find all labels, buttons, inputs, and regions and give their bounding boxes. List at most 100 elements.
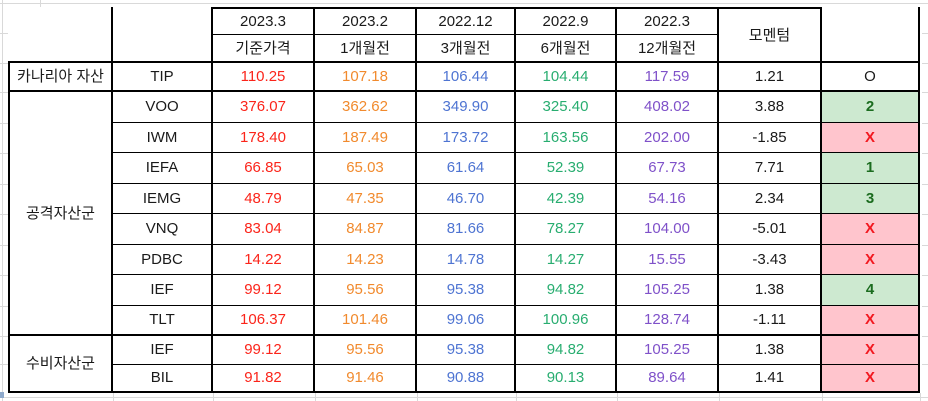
price-cell[interactable]: 14.27 bbox=[516, 244, 617, 275]
ticker-cell[interactable]: VNQ bbox=[113, 214, 213, 245]
ticker-cell[interactable]: VOO bbox=[113, 92, 213, 123]
signal-cell[interactable]: 4 bbox=[822, 275, 920, 306]
corner-header-cell[interactable] bbox=[8, 7, 113, 63]
price-cell[interactable]: 100.96 bbox=[516, 305, 617, 336]
date-header-cell[interactable]: 2022.12 bbox=[417, 7, 516, 35]
price-cell[interactable]: 128.74 bbox=[617, 305, 719, 336]
ticker-cell[interactable]: IWM bbox=[113, 122, 213, 153]
price-cell[interactable]: 54.16 bbox=[617, 183, 719, 214]
signal-cell[interactable]: X bbox=[822, 244, 920, 275]
price-cell[interactable]: 163.56 bbox=[516, 122, 617, 153]
price-cell[interactable]: 95.56 bbox=[315, 336, 417, 365]
price-cell[interactable]: 67.73 bbox=[617, 153, 719, 184]
ticker-cell[interactable]: IEF bbox=[113, 275, 213, 306]
period-header-cell[interactable]: 6개월전 bbox=[516, 35, 617, 63]
price-cell[interactable]: 110.25 bbox=[213, 63, 315, 92]
price-cell[interactable]: 202.00 bbox=[617, 122, 719, 153]
price-cell[interactable]: 89.64 bbox=[617, 364, 719, 393]
price-cell[interactable]: 48.79 bbox=[213, 183, 315, 214]
price-cell[interactable]: 105.25 bbox=[617, 336, 719, 365]
price-cell[interactable]: 90.88 bbox=[417, 364, 516, 393]
price-cell[interactable]: 99.12 bbox=[213, 275, 315, 306]
period-header-cell[interactable]: 기준가격 bbox=[213, 35, 315, 63]
price-cell[interactable]: 362.62 bbox=[315, 92, 417, 123]
price-cell[interactable]: 106.44 bbox=[417, 63, 516, 92]
price-cell[interactable]: 325.40 bbox=[516, 92, 617, 123]
price-cell[interactable]: 42.39 bbox=[516, 183, 617, 214]
signal-cell[interactable]: O bbox=[822, 63, 920, 92]
period-header-cell[interactable]: 3개월전 bbox=[417, 35, 516, 63]
group-label-cell[interactable]: 수비자산군 bbox=[8, 336, 113, 393]
signal-cell[interactable]: X bbox=[822, 122, 920, 153]
price-cell[interactable]: 349.90 bbox=[417, 92, 516, 123]
momentum-cell[interactable]: -1.85 bbox=[719, 122, 822, 153]
price-cell[interactable]: 99.12 bbox=[213, 336, 315, 365]
period-header-cell[interactable]: 1개월전 bbox=[315, 35, 417, 63]
price-cell[interactable]: 104.44 bbox=[516, 63, 617, 92]
ticker-cell[interactable]: IEF bbox=[113, 336, 213, 365]
price-cell[interactable]: 83.04 bbox=[213, 214, 315, 245]
signal-cell[interactable]: X bbox=[822, 364, 920, 393]
price-cell[interactable]: 65.03 bbox=[315, 153, 417, 184]
signal-header-cell[interactable] bbox=[822, 7, 920, 63]
momentum-cell[interactable]: 1.38 bbox=[719, 336, 822, 365]
momentum-header-cell[interactable]: 모멘텀 bbox=[719, 7, 822, 63]
price-cell[interactable]: 408.02 bbox=[617, 92, 719, 123]
price-cell[interactable]: 14.23 bbox=[315, 244, 417, 275]
momentum-cell[interactable]: 1.41 bbox=[719, 364, 822, 393]
price-cell[interactable]: 107.18 bbox=[315, 63, 417, 92]
signal-cell[interactable]: 1 bbox=[822, 153, 920, 184]
price-cell[interactable]: 81.66 bbox=[417, 214, 516, 245]
price-cell[interactable]: 78.27 bbox=[516, 214, 617, 245]
momentum-cell[interactable]: -5.01 bbox=[719, 214, 822, 245]
date-header-cell[interactable]: 2023.3 bbox=[213, 7, 315, 35]
ticker-cell[interactable]: BIL bbox=[113, 364, 213, 393]
momentum-cell[interactable]: 1.21 bbox=[719, 63, 822, 92]
signal-cell[interactable]: 3 bbox=[822, 183, 920, 214]
ticker-cell[interactable]: IEMG bbox=[113, 183, 213, 214]
momentum-cell[interactable]: 7.71 bbox=[719, 153, 822, 184]
date-header-cell[interactable]: 2022.9 bbox=[516, 7, 617, 35]
price-cell[interactable]: 91.82 bbox=[213, 364, 315, 393]
period-header-cell[interactable]: 12개월전 bbox=[617, 35, 719, 63]
price-cell[interactable]: 84.87 bbox=[315, 214, 417, 245]
ticker-header-cell[interactable] bbox=[113, 7, 213, 63]
date-header-cell[interactable]: 2023.2 bbox=[315, 7, 417, 35]
momentum-cell[interactable]: -1.11 bbox=[719, 305, 822, 336]
price-cell[interactable]: 376.07 bbox=[213, 92, 315, 123]
price-cell[interactable]: 47.35 bbox=[315, 183, 417, 214]
price-cell[interactable]: 106.37 bbox=[213, 305, 315, 336]
signal-cell[interactable]: X bbox=[822, 305, 920, 336]
signal-cell[interactable]: X bbox=[822, 214, 920, 245]
price-cell[interactable]: 66.85 bbox=[213, 153, 315, 184]
price-cell[interactable]: 94.82 bbox=[516, 336, 617, 365]
ticker-cell[interactable]: TLT bbox=[113, 305, 213, 336]
price-cell[interactable]: 101.46 bbox=[315, 305, 417, 336]
price-cell[interactable]: 178.40 bbox=[213, 122, 315, 153]
price-cell[interactable]: 173.72 bbox=[417, 122, 516, 153]
price-cell[interactable]: 104.00 bbox=[617, 214, 719, 245]
group-label-cell[interactable]: 공격자산군 bbox=[8, 92, 113, 336]
price-cell[interactable]: 61.64 bbox=[417, 153, 516, 184]
price-cell[interactable]: 46.70 bbox=[417, 183, 516, 214]
signal-cell[interactable]: 2 bbox=[822, 92, 920, 123]
price-cell[interactable]: 95.56 bbox=[315, 275, 417, 306]
momentum-cell[interactable]: 1.38 bbox=[719, 275, 822, 306]
signal-cell[interactable]: X bbox=[822, 336, 920, 365]
price-cell[interactable]: 91.46 bbox=[315, 364, 417, 393]
momentum-cell[interactable]: -3.43 bbox=[719, 244, 822, 275]
price-cell[interactable]: 14.22 bbox=[213, 244, 315, 275]
price-cell[interactable]: 15.55 bbox=[617, 244, 719, 275]
price-cell[interactable]: 95.38 bbox=[417, 275, 516, 306]
price-cell[interactable]: 52.39 bbox=[516, 153, 617, 184]
group-label-cell[interactable]: 카나리아 자산 bbox=[8, 63, 113, 92]
ticker-cell[interactable]: IEFA bbox=[113, 153, 213, 184]
price-cell[interactable]: 105.25 bbox=[617, 275, 719, 306]
price-cell[interactable]: 94.82 bbox=[516, 275, 617, 306]
price-cell[interactable]: 117.59 bbox=[617, 63, 719, 92]
ticker-cell[interactable]: PDBC bbox=[113, 244, 213, 275]
price-cell[interactable]: 99.06 bbox=[417, 305, 516, 336]
momentum-cell[interactable]: 3.88 bbox=[719, 92, 822, 123]
price-cell[interactable]: 14.78 bbox=[417, 244, 516, 275]
momentum-cell[interactable]: 2.34 bbox=[719, 183, 822, 214]
